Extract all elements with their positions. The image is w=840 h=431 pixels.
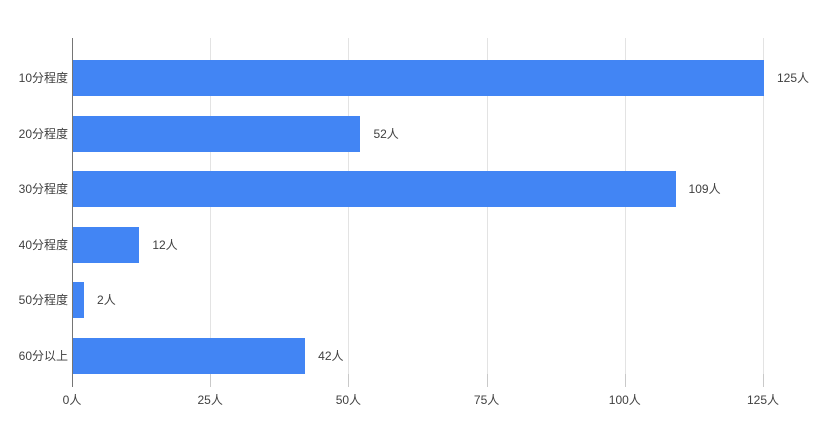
x-axis-tick-label: 50人	[335, 393, 362, 407]
bar-value-label: 2人	[97, 293, 116, 307]
vertical-gridline	[763, 38, 764, 374]
x-axis-tick-label: 0人	[62, 393, 82, 407]
bar-60分以上[interactable]	[73, 337, 306, 374]
bar-20分程度[interactable]	[73, 115, 361, 152]
x-axis-tick-mark	[486, 374, 488, 387]
bar-value-label: 42人	[318, 348, 344, 363]
bar-value-label: 125人	[777, 71, 810, 85]
category-label: 10分程度	[18, 71, 68, 85]
x-axis-tick-label: 125人	[746, 393, 780, 407]
category-label: 60分以上	[18, 348, 68, 363]
x-axis-tick-mark	[210, 374, 212, 387]
bar-30分程度[interactable]	[73, 171, 676, 207]
x-axis-tick-label: 75人	[473, 393, 500, 407]
category-label: 40分程度	[18, 237, 68, 252]
bar-value-label: 52人	[373, 126, 399, 141]
y-axis-baseline	[72, 38, 73, 387]
x-axis-tick-mark	[763, 374, 764, 387]
category-label: 50分程度	[18, 293, 68, 307]
category-label: 30分程度	[18, 182, 68, 196]
bar-40分程度[interactable]	[73, 226, 140, 263]
category-label: 20分程度	[18, 126, 68, 141]
x-axis-tick-mark	[624, 374, 626, 387]
x-axis-tick-label: 100人	[608, 393, 641, 407]
bar-value-label: 109人	[688, 182, 721, 196]
bar-50分程度[interactable]	[73, 282, 85, 318]
x-axis-tick-mark	[348, 374, 350, 387]
bar-value-label: 12人	[152, 237, 178, 252]
bar-10分程度[interactable]	[73, 60, 764, 96]
x-axis-tick-label: 25人	[197, 393, 223, 407]
